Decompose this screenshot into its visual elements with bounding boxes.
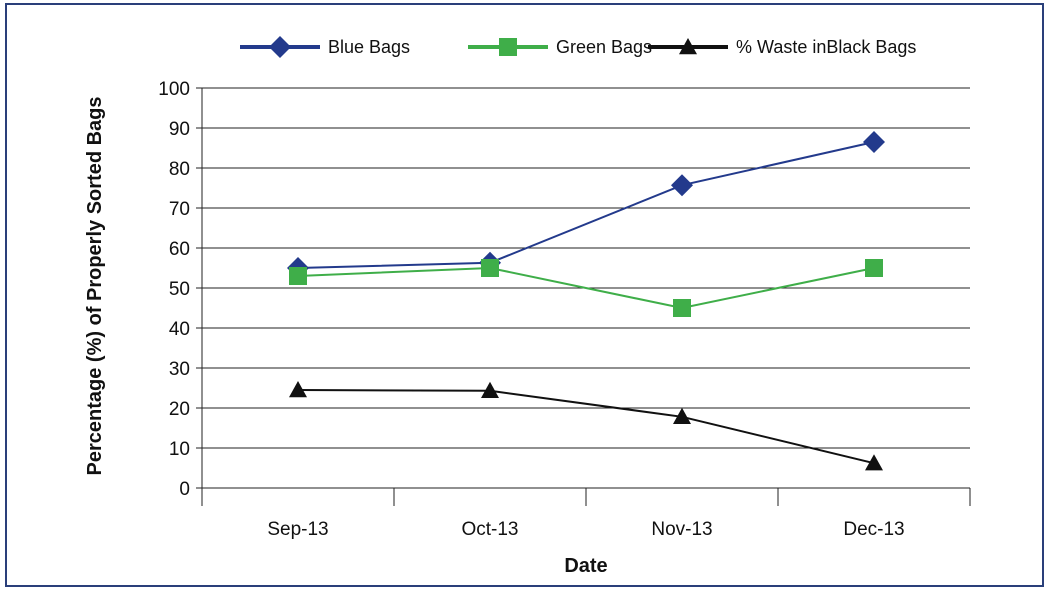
series-line — [297, 389, 875, 465]
data-point — [673, 299, 691, 317]
y-tick-label: 50 — [169, 279, 190, 300]
y-tick-label: 10 — [169, 439, 190, 460]
data-point — [289, 267, 307, 285]
legend-item: % Waste inBlack Bags — [648, 37, 916, 57]
y-tick-label: 80 — [169, 159, 190, 180]
data-point — [865, 259, 883, 277]
x-tick-label: Nov-13 — [651, 519, 712, 540]
y-tick-labels: 0 10 20 30 40 50 60 70 80 90 100 — [158, 79, 190, 500]
series-lines — [287, 131, 885, 471]
legend-marker — [269, 36, 291, 58]
y-axis-title: Percentage (%) of Properly Sorted Bags — [84, 97, 106, 476]
data-point — [671, 174, 693, 197]
data-point — [289, 381, 307, 398]
series-3 — [289, 381, 883, 471]
chart-frame — [5, 3, 1044, 587]
y-tick-label: 100 — [158, 79, 190, 100]
x-tick-labels: Sep-13 Oct-13 Nov-13 Dec-13 — [267, 519, 904, 540]
legend-item: Blue Bags — [240, 36, 410, 58]
data-point — [673, 407, 691, 424]
data-point — [481, 381, 499, 398]
legend-label: % Waste inBlack Bags — [736, 37, 916, 57]
data-point — [865, 454, 883, 471]
legend-marker — [499, 38, 517, 56]
legend-label: Blue Bags — [328, 37, 410, 57]
legend-label: Green Bags — [556, 37, 652, 57]
series-2 — [289, 259, 883, 317]
series-line — [297, 141, 875, 269]
y-tick-label: 60 — [169, 239, 190, 260]
y-tick-label: 30 — [169, 359, 190, 380]
x-tick-label: Oct-13 — [461, 519, 518, 540]
data-point — [863, 131, 885, 153]
series-1 — [287, 131, 885, 279]
y-tick-label: 40 — [169, 319, 190, 340]
x-axis-title: Date — [564, 555, 607, 577]
y-tick-label: 20 — [169, 399, 190, 420]
x-tick-label: Dec-13 — [843, 519, 904, 540]
series-line — [297, 266, 875, 310]
legend: Blue Bags Green Bags % Waste inBlack Bags — [240, 36, 916, 58]
y-tick-label: 70 — [169, 199, 190, 220]
legend-marker — [679, 38, 697, 55]
x-tick-label: Sep-13 — [267, 519, 328, 540]
axes — [201, 88, 970, 489]
gridlines — [196, 87, 971, 506]
data-point — [481, 259, 499, 277]
y-tick-label: 0 — [179, 479, 190, 500]
y-tick-label: 90 — [169, 119, 190, 140]
legend-item: Green Bags — [468, 37, 652, 57]
